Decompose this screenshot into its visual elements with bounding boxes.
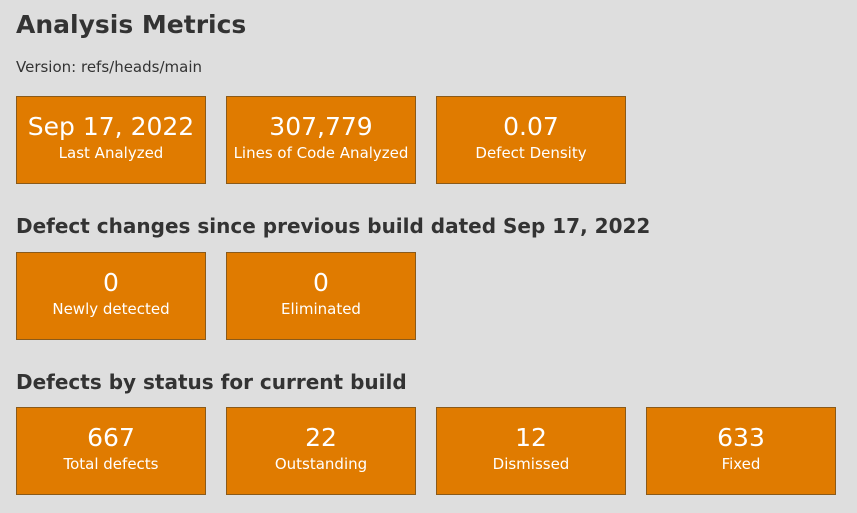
metric-label: Dismissed <box>492 455 570 473</box>
page-title: Analysis Metrics <box>16 10 247 39</box>
metric-label: Last Analyzed <box>58 144 164 162</box>
metric-tile-defect-density[interactable]: 0.07 Defect Density <box>436 96 626 184</box>
metric-label: Newly detected <box>52 300 170 318</box>
metric-tile-outstanding[interactable]: 22 Outstanding <box>226 407 416 495</box>
metric-label: Outstanding <box>274 455 368 473</box>
metric-value: 307,779 <box>269 112 373 141</box>
metric-label: Defect Density <box>475 144 587 162</box>
defect-changes-row: 0 Newly detected 0 Eliminated <box>16 252 416 340</box>
metric-tile-newly-detected[interactable]: 0 Newly detected <box>16 252 206 340</box>
defects-by-status-heading: Defects by status for current build <box>16 370 407 394</box>
metric-value: 0 <box>103 268 119 297</box>
metric-value: 0.07 <box>503 112 559 141</box>
metric-tile-eliminated[interactable]: 0 Eliminated <box>226 252 416 340</box>
metric-label: Lines of Code Analyzed <box>233 144 409 162</box>
metric-tile-lines-of-code[interactable]: 307,779 Lines of Code Analyzed <box>226 96 416 184</box>
metric-tile-dismissed[interactable]: 12 Dismissed <box>436 407 626 495</box>
defect-changes-heading: Defect changes since previous build date… <box>16 214 651 238</box>
metric-label: Total defects <box>63 455 159 473</box>
metric-value: 22 <box>305 423 337 452</box>
defects-by-status-row: 667 Total defects 22 Outstanding 12 Dism… <box>16 407 836 495</box>
metric-value: Sep 17, 2022 <box>27 112 195 141</box>
metric-tile-last-analyzed[interactable]: Sep 17, 2022 Last Analyzed <box>16 96 206 184</box>
metric-value: 633 <box>717 423 765 452</box>
summary-metrics-row: Sep 17, 2022 Last Analyzed 307,779 Lines… <box>16 96 626 184</box>
metric-tile-fixed[interactable]: 633 Fixed <box>646 407 836 495</box>
metric-value: 667 <box>87 423 135 452</box>
metric-label: Fixed <box>721 455 761 473</box>
version-label: Version: refs/heads/main <box>16 58 202 76</box>
metric-value: 0 <box>313 268 329 297</box>
metric-value: 12 <box>515 423 547 452</box>
metric-label: Eliminated <box>281 300 361 318</box>
metric-tile-total-defects[interactable]: 667 Total defects <box>16 407 206 495</box>
